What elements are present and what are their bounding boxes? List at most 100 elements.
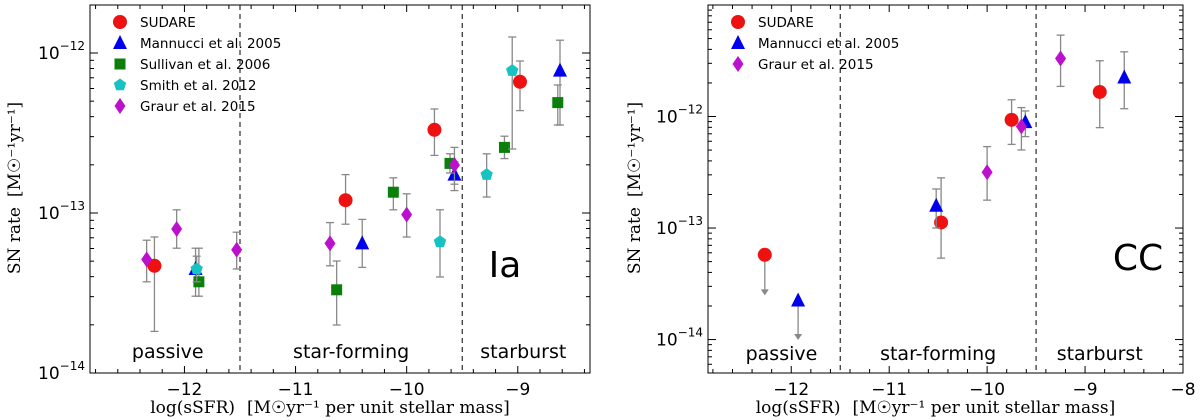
region-label: star-forming bbox=[880, 343, 996, 365]
x-axis-label-units: [M☉yr⁻¹ per unit stellar mass] bbox=[247, 398, 510, 418]
series-mannucci-et-al-2005 bbox=[791, 51, 1132, 340]
legend-marker bbox=[113, 78, 127, 91]
x-axis-label: log(sSFR) [M☉yr⁻¹ per unit stellar mass] bbox=[150, 398, 510, 418]
legend-marker bbox=[113, 35, 127, 49]
data-point bbox=[401, 206, 413, 223]
legend-label: Mannucci et al. 2005 bbox=[758, 36, 899, 52]
data-point bbox=[338, 193, 353, 208]
y-tick-label: 10−14 bbox=[656, 326, 703, 351]
legend-marker bbox=[732, 56, 744, 72]
data-point bbox=[231, 241, 243, 258]
data-point bbox=[141, 251, 153, 268]
data-point bbox=[480, 168, 493, 180]
x-axis-label: log(sSFR) [M☉yr⁻¹ per unit stellar mass] bbox=[756, 398, 1116, 418]
region-label: star-forming bbox=[293, 341, 409, 363]
region-label: passive bbox=[132, 341, 204, 363]
y-axis-label-units: [M☉⁻¹yr⁻¹] bbox=[5, 102, 25, 197]
x-tick-label: −12 bbox=[773, 380, 809, 400]
data-point bbox=[355, 235, 370, 250]
legend-marker bbox=[114, 58, 126, 70]
legend-label: Smith et al. 2012 bbox=[140, 78, 256, 94]
legend-marker bbox=[113, 15, 127, 29]
plot-frame bbox=[707, 4, 1184, 374]
y-tick-label-base: 10 bbox=[38, 364, 60, 384]
legend-marker bbox=[731, 15, 745, 29]
y-tick-label: 10−12 bbox=[656, 103, 703, 128]
y-axis-label: SN rate [M☉⁻¹yr⁻¹] bbox=[625, 102, 645, 274]
region-label: passive bbox=[746, 343, 818, 365]
data-point bbox=[934, 215, 949, 230]
y-axis-label-units: [M☉⁻¹yr⁻¹] bbox=[625, 102, 645, 197]
series-graur-et-al-2015 bbox=[981, 34, 1067, 201]
legend-label: Sullivan et al. 2006 bbox=[140, 57, 270, 73]
data-point bbox=[448, 157, 460, 173]
series-graur-et-al-2015 bbox=[141, 146, 460, 283]
y-tick-label-base: 10 bbox=[38, 204, 60, 224]
data-point bbox=[331, 284, 343, 296]
data-point bbox=[981, 164, 993, 181]
data-point bbox=[553, 62, 567, 77]
legend-label: SUDARE bbox=[140, 15, 196, 31]
data-point bbox=[427, 122, 442, 137]
data-point bbox=[147, 258, 162, 273]
data-point bbox=[171, 221, 183, 237]
y-tick-label-exp: −13 bbox=[60, 199, 85, 213]
series-sudare bbox=[147, 60, 527, 333]
series-smith-et-al-2012 bbox=[190, 36, 519, 283]
region-label: starburst bbox=[480, 341, 566, 363]
data-point bbox=[757, 247, 772, 262]
y-axis-label-main: SN rate bbox=[5, 207, 25, 274]
y-axis-label: SN rate [M☉⁻¹yr⁻¹] bbox=[5, 102, 25, 274]
x-tick-label: −10 bbox=[969, 380, 1005, 400]
data-point bbox=[552, 97, 564, 109]
y-tick-label-exp: −12 bbox=[60, 39, 85, 53]
x-tick-label: −10 bbox=[389, 380, 425, 400]
data-point bbox=[387, 186, 399, 198]
data-point bbox=[1055, 50, 1067, 67]
y-tick-label-exp: −13 bbox=[678, 214, 703, 228]
data-point bbox=[791, 292, 806, 307]
x-axis-label-units: [M☉yr⁻¹ per unit stellar mass] bbox=[853, 398, 1116, 418]
x-tick-label: −12 bbox=[166, 380, 202, 400]
legend-label: Mannucci et al. 2005 bbox=[140, 36, 281, 52]
x-tick-label: −8 bbox=[1170, 380, 1195, 400]
y-tick-label: 10−14 bbox=[38, 359, 85, 384]
legend-label: SUDARE bbox=[758, 15, 814, 31]
y-tick-label-exp: −12 bbox=[678, 103, 703, 117]
legend-label: Graur et al. 2015 bbox=[140, 99, 256, 115]
y-tick-label-base: 10 bbox=[656, 219, 678, 239]
series-sullivan-et-al-2006 bbox=[193, 84, 564, 326]
data-point bbox=[1015, 118, 1027, 135]
x-axis-label-main: log(sSFR) bbox=[150, 398, 235, 418]
x-tick-label: −9 bbox=[1073, 380, 1098, 400]
upper-limit-arrow bbox=[794, 333, 803, 340]
data-point bbox=[1092, 84, 1107, 99]
data-point bbox=[513, 74, 527, 89]
data-point bbox=[433, 235, 447, 248]
x-axis-label-main: log(sSFR) bbox=[756, 398, 841, 418]
legend-label: Graur et al. 2015 bbox=[758, 57, 874, 73]
data-point bbox=[444, 157, 456, 169]
data-point bbox=[190, 262, 203, 275]
y-tick-label-base: 10 bbox=[38, 44, 60, 64]
data-point bbox=[1004, 112, 1019, 127]
legend-marker bbox=[114, 98, 126, 114]
data-point bbox=[324, 235, 336, 252]
series-sudare bbox=[757, 60, 1107, 296]
y-tick-label: 10−12 bbox=[38, 39, 85, 64]
y-tick-label-exp: −14 bbox=[678, 326, 703, 340]
panel-tag: CC bbox=[1113, 238, 1163, 279]
y-tick-label: 10−13 bbox=[38, 199, 85, 224]
y-axis-label-main: SN rate bbox=[625, 207, 645, 274]
upper-limit-arrow bbox=[760, 289, 769, 296]
x-tick-label: −11 bbox=[278, 380, 314, 400]
data-point bbox=[506, 64, 519, 76]
data-point bbox=[929, 197, 944, 212]
y-tick-label-base: 10 bbox=[656, 331, 678, 351]
y-tick-label-base: 10 bbox=[656, 108, 678, 128]
x-tick-label: −11 bbox=[871, 380, 907, 400]
data-point bbox=[498, 141, 510, 153]
